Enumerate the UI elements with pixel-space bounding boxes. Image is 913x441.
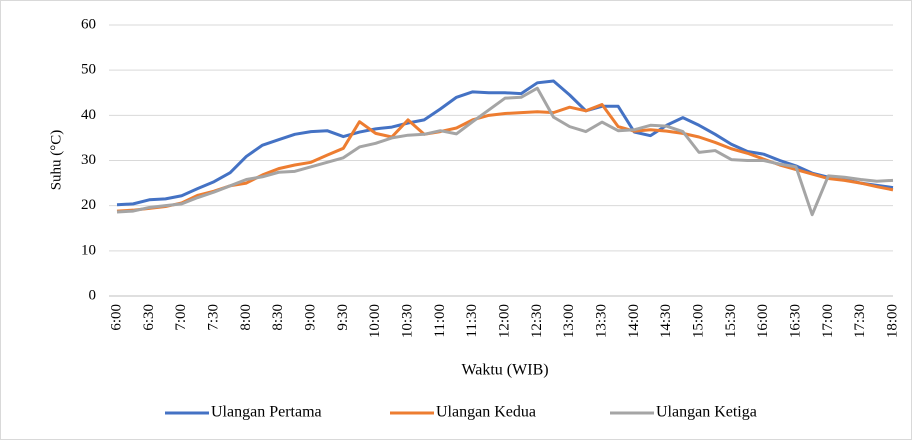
x-tick-label: 10:00: [367, 304, 383, 338]
x-tick-label: 15:30: [723, 304, 739, 338]
y-axis-title: Suhu (°C): [48, 130, 64, 191]
x-tick-label: 16:30: [787, 304, 803, 338]
y-tick-label: 10: [81, 242, 96, 258]
x-tick-label: 11:00: [432, 304, 448, 338]
x-tick-label: 15:00: [690, 304, 706, 338]
y-tick-label: 0: [89, 287, 97, 303]
x-tick-label: 13:00: [561, 304, 577, 338]
x-tick-label: 9:30: [335, 304, 351, 331]
x-tick-label: 10:30: [399, 304, 415, 338]
x-tick-label: 7:00: [173, 304, 189, 331]
x-tick-label: 6:30: [141, 304, 157, 331]
x-axis-title: Waktu (WIB): [461, 362, 548, 379]
line-series: [116, 79, 894, 207]
y-tick-label: 20: [81, 197, 96, 213]
y-tick-label: 50: [81, 62, 96, 78]
x-tick-label: 8:00: [238, 304, 254, 331]
x-tick-label: 18:00: [884, 304, 900, 338]
x-tick-label: 14:00: [626, 304, 642, 338]
x-tick-label: 17:00: [820, 304, 836, 338]
x-tick-label: 9:00: [302, 304, 318, 331]
x-tick-label: 13:30: [593, 304, 609, 338]
x-tick-label: 12:30: [529, 304, 545, 338]
x-tick-label: 17:30: [852, 304, 868, 338]
x-tick-label: 11:30: [464, 304, 480, 338]
legend-label: Ulangan Kedua: [436, 404, 536, 421]
x-tick-label: 14:30: [658, 304, 674, 338]
x-tick-label: 16:00: [755, 304, 771, 338]
x-tick-label: 6:00: [108, 304, 124, 331]
line-series: [116, 86, 894, 217]
x-tick-label: 12:00: [496, 304, 512, 338]
y-tick-label: 30: [81, 152, 96, 168]
y-tick-label: 40: [81, 107, 96, 123]
x-tick-label: 8:30: [270, 304, 286, 331]
legend-label: Ulangan Ketiga: [656, 404, 757, 421]
legend-label: Ulangan Pertama: [211, 404, 322, 421]
y-tick-label: 60: [81, 16, 96, 32]
x-tick-label: 7:30: [205, 304, 221, 331]
